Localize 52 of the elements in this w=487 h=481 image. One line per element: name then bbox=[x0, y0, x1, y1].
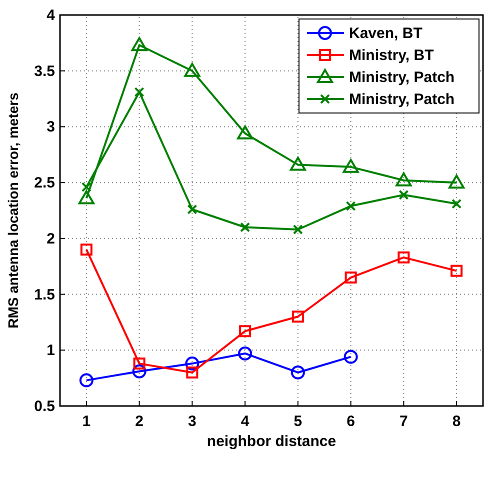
y-tick-label: 2 bbox=[46, 230, 55, 248]
point bbox=[346, 201, 356, 212]
point bbox=[344, 272, 357, 284]
x-tick-label: 7 bbox=[400, 413, 408, 430]
y-tick-label: 4 bbox=[46, 7, 56, 24]
point bbox=[133, 358, 146, 370]
y-tick-label: 1 bbox=[46, 342, 55, 360]
x-tick-label: 4 bbox=[240, 413, 250, 430]
point bbox=[237, 125, 254, 140]
y-tick-label: 1.5 bbox=[34, 286, 55, 304]
point bbox=[187, 204, 198, 214]
point bbox=[448, 174, 465, 189]
point bbox=[78, 190, 94, 204]
point bbox=[292, 310, 304, 323]
x-tick-label: 3 bbox=[188, 413, 196, 430]
y-tick-label: 3 bbox=[46, 118, 55, 136]
point bbox=[132, 364, 146, 378]
point bbox=[290, 365, 305, 380]
x-axis-title: neighbor distance bbox=[206, 433, 336, 450]
legend-label: Ministry, Patch bbox=[349, 91, 455, 108]
x-tick-label: 8 bbox=[452, 413, 461, 430]
point bbox=[240, 222, 250, 232]
point bbox=[292, 224, 303, 234]
point bbox=[186, 366, 198, 378]
y-axis-title: RMS antenna location error, meters bbox=[5, 92, 21, 328]
legend-label: Ministry, BT bbox=[349, 47, 434, 64]
point bbox=[131, 37, 148, 52]
x-tick-label: 2 bbox=[135, 413, 144, 430]
point bbox=[450, 264, 463, 277]
legend-label: Ministry, Patch bbox=[349, 69, 455, 86]
point bbox=[396, 172, 412, 186]
point bbox=[344, 350, 358, 364]
point bbox=[238, 346, 252, 360]
point bbox=[342, 158, 359, 173]
point bbox=[452, 198, 462, 209]
point bbox=[184, 62, 200, 77]
x-tick-label: 6 bbox=[346, 413, 355, 430]
point bbox=[290, 156, 306, 171]
point bbox=[185, 356, 200, 371]
legend-label: Kaven, BT bbox=[349, 25, 422, 42]
y-tick-label: 0.5 bbox=[34, 398, 55, 415]
y-tick-label: 3.5 bbox=[34, 62, 55, 80]
x-tick-label: 1 bbox=[82, 413, 91, 430]
point bbox=[79, 373, 94, 388]
point bbox=[398, 190, 409, 200]
x-tick-label: 5 bbox=[294, 413, 302, 430]
point bbox=[398, 251, 410, 264]
point bbox=[134, 87, 144, 98]
point bbox=[80, 244, 92, 256]
y-tick-label: 2.5 bbox=[34, 174, 55, 192]
point bbox=[239, 325, 252, 338]
point bbox=[81, 182, 92, 192]
